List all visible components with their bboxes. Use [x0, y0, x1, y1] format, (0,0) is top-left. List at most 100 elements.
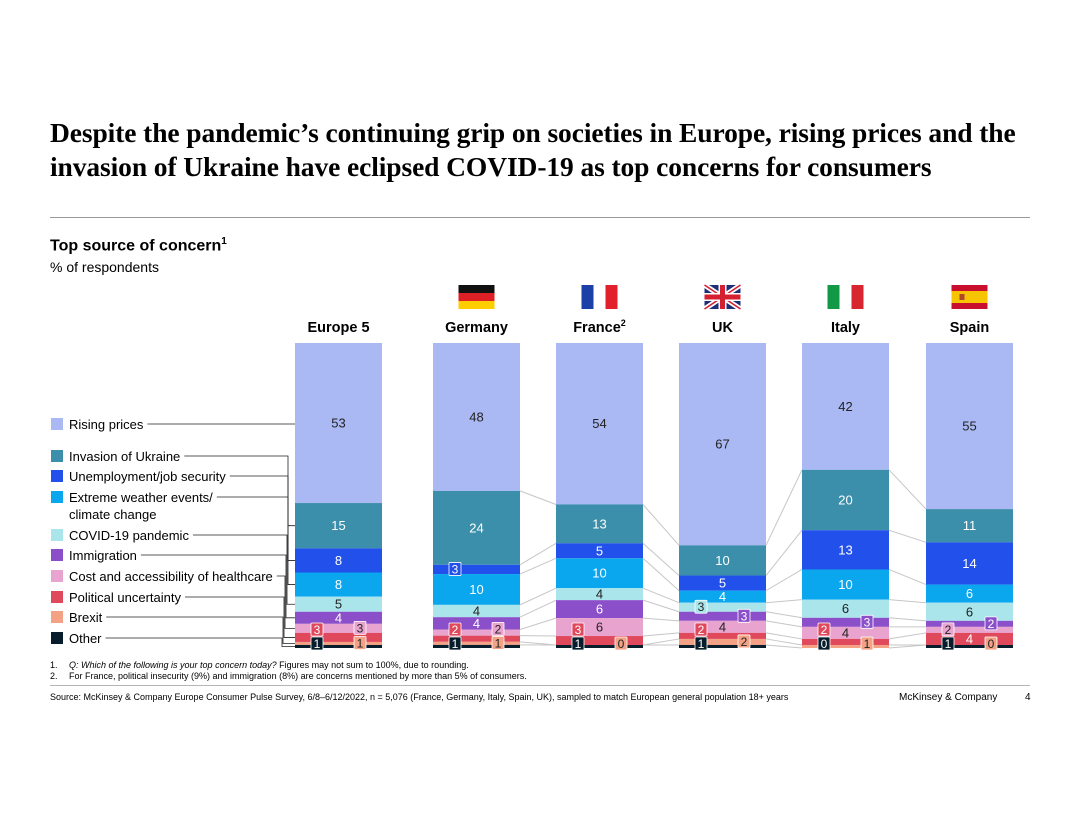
value-label-europe-5-brexit: 1 [357, 636, 364, 650]
footnote-2: 2. For France, political insecurity (9%) … [50, 671, 527, 682]
bar-segment-germany-extreme-weather-events-climate-change [433, 574, 520, 605]
value-label-france-covid-19-pandemic: 4 [596, 587, 603, 602]
value-label-germany-immigration: 4 [473, 616, 480, 631]
value-label-germany-unemployment-job-security: 3 [452, 562, 459, 576]
bar-segment-germany-unemployment-job-security [433, 564, 520, 575]
value-label-italy-political-uncertainty: 2 [821, 623, 828, 637]
bar-segment-spain-extreme-weather-events-climate-change [926, 584, 1013, 603]
value-label-italy-covid-19-pandemic: 6 [842, 601, 849, 616]
connector-germany-political-uncertainty [519, 641, 557, 646]
value-label-italy-unemployment-job-security: 13 [838, 542, 852, 557]
value-label-europe-5-covid-19-pandemic: 5 [335, 597, 342, 612]
bar-segment-france-immigration [556, 600, 643, 619]
value-label-spain-covid-19-pandemic: 6 [966, 604, 973, 619]
value-label-france-unemployment-job-security: 5 [596, 543, 603, 558]
legend-leader-immigration [140, 554, 295, 619]
bar-segment-uk-political-uncertainty [679, 632, 766, 639]
value-label-europe-5-cost-and-accessibility-of-healthcare: 3 [357, 621, 364, 635]
legend-label-other: Other [69, 631, 102, 646]
legend-item-rising-prices: Rising prices [51, 417, 295, 432]
bar-segment-spain-unemployment-job-security [926, 542, 1013, 585]
legend-swatch-cost-and-accessibility-of-healthcare [51, 570, 63, 582]
value-label-germany-covid-19-pandemic: 4 [473, 604, 480, 619]
connector-france-rising-prices [642, 504, 680, 546]
bar-segment-uk-immigration [679, 611, 766, 621]
value-label-spain-other: 1 [945, 637, 952, 651]
chart-subtitle-text: Top source of concern [50, 237, 222, 255]
france-flag [581, 285, 618, 309]
bar-segment-germany-brexit [433, 641, 520, 645]
bar-segment-germany-rising-prices [433, 343, 520, 491]
legend: Rising prices Invasion of Ukraine Unemploy… [51, 417, 295, 647]
bar-segment-france-invasion-of-ukraine [556, 504, 643, 544]
bar-segment-uk-unemployment-job-security [679, 575, 766, 591]
value-badge-germany-political-uncertainty [448, 622, 462, 637]
value-label-italy-other: 0 [821, 637, 828, 651]
value-badge-europe-5-cost-and-accessibility-of-healthcare [353, 620, 367, 635]
value-label-europe-5-political-uncertainty: 3 [314, 623, 321, 637]
bar-segment-italy-extreme-weather-events-climate-change [802, 569, 889, 600]
value-label-france-political-uncertainty: 3 [575, 623, 582, 637]
connector-uk-rising-prices [765, 469, 803, 546]
bar-segment-europe-5-brexit [295, 641, 382, 645]
category-label-europe-5: Europe 5 [307, 320, 369, 336]
italy-flag [827, 285, 864, 309]
legend-swatch-other [51, 632, 63, 644]
connector-france-invasion-of-ukraine [642, 542, 680, 576]
value-label-spain-brexit: 0 [988, 637, 995, 651]
category-label-uk: UK [712, 320, 733, 336]
value-badge-uk-political-uncertainty [694, 622, 708, 637]
value-label-spain-political-uncertainty: 4 [966, 631, 973, 646]
footnote-1-question: Q: Which of the following is your top co… [69, 660, 277, 670]
source-note: Source: McKinsey & Company Europe Consum… [50, 692, 789, 702]
connector-italy-rising-prices [888, 469, 927, 510]
bar-segment-italy-rising-prices [802, 343, 889, 470]
value-badge-germany-brexit [491, 635, 505, 650]
connector-italy-invasion-of-ukraine [888, 529, 927, 543]
title-divider [50, 217, 1030, 218]
legend-label-extreme-weather-events-climate-change-line2: climate change [69, 507, 156, 522]
value-badge-france-political-uncertainty [571, 622, 585, 637]
legend-leader-political-uncertainty [185, 596, 295, 638]
legend-label-rising-prices: Rising prices [69, 417, 144, 432]
connector-france-political-uncertainty [642, 638, 680, 646]
bar-segment-europe-5-rising-prices [295, 343, 382, 504]
connector-uk-extreme-weather-events-climate-change [765, 599, 803, 604]
value-label-germany-extreme-weather-events-climate-change: 10 [469, 582, 483, 597]
value-label-france-extreme-weather-events-climate-change: 10 [592, 566, 606, 581]
value-label-italy-invasion-of-ukraine: 20 [838, 493, 852, 508]
bar-segment-france-unemployment-job-security [556, 543, 643, 559]
legend-swatch-invasion-of-ukraine [51, 450, 63, 462]
legend-label-cost-and-accessibility-of-healthcare: Cost and accessibility of healthcare [69, 569, 273, 584]
value-badge-uk-brexit [737, 634, 751, 649]
footnote-1-text: Figures may not sum to 100%, due to roun… [276, 660, 469, 670]
value-label-uk-cost-and-accessibility-of-healthcare: 4 [719, 619, 726, 634]
value-badge-spain-other [941, 636, 955, 651]
bar-segment-germany-covid-19-pandemic [433, 604, 520, 618]
footnote-2-number: 2. [50, 671, 58, 681]
connector-italy-extreme-weather-events-climate-change [888, 599, 927, 604]
bar-segment-europe-5-other [295, 644, 382, 648]
connector-italy-unemployment-job-security [888, 569, 927, 586]
value-label-italy-extreme-weather-events-climate-change: 10 [838, 577, 852, 592]
value-badge-germany-cost-and-accessibility-of-healthcare [491, 621, 505, 636]
legend-label-unemployment-job-security: Unemployment/job security [69, 469, 226, 484]
connector-france-cost-and-accessibility-of-healthcare [642, 632, 680, 637]
bar-segment-europe-5-immigration [295, 611, 382, 624]
value-label-france-cost-and-accessibility-of-healthcare: 6 [596, 620, 603, 635]
category-label-germany: Germany [445, 320, 508, 336]
connector-uk-invasion-of-ukraine [765, 529, 803, 576]
value-badge-uk-immigration [737, 608, 751, 623]
value-label-europe-5-extreme-weather-events-climate-change: 8 [335, 577, 342, 592]
chart-subtitle-footnote-ref: 1 [221, 236, 227, 247]
value-badge-italy-brexit [860, 636, 874, 651]
value-label-spain-extreme-weather-events-climate-change: 6 [966, 586, 973, 601]
value-label-uk-unemployment-job-security: 5 [719, 576, 726, 591]
bar-segment-italy-brexit [802, 644, 889, 648]
bar-segment-uk-rising-prices [679, 343, 766, 546]
value-label-italy-cost-and-accessibility-of-healthcare: 4 [842, 625, 849, 640]
value-badge-uk-other [694, 636, 708, 651]
bar-segment-germany-other [433, 644, 520, 648]
value-badge-italy-other [817, 636, 831, 651]
legend-leader-other [105, 637, 295, 647]
